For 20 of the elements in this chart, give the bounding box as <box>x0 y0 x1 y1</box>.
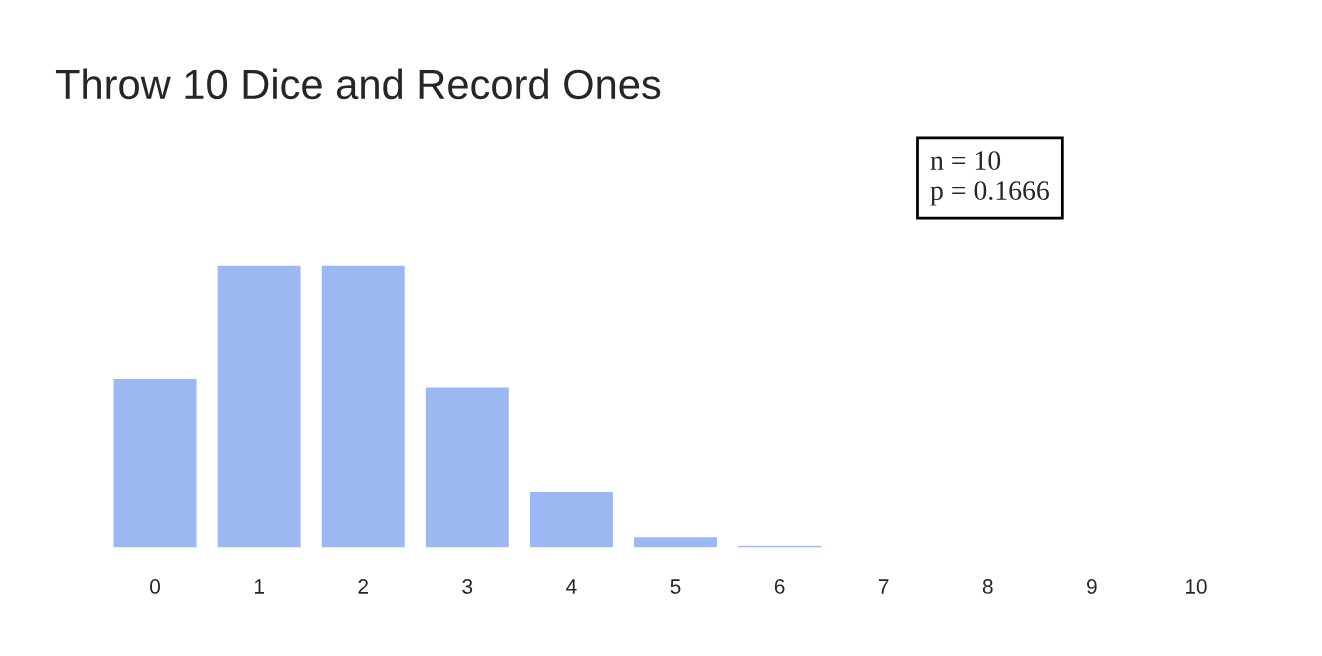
bar <box>736 544 823 548</box>
text: n = 10 p = 0.1666 <box>930 151 1049 206</box>
x-tick-label: 10 <box>1185 579 1207 594</box>
x-tick-label: 0 <box>150 579 161 594</box>
bar <box>112 377 198 548</box>
x-tick-label: 7 <box>878 579 889 594</box>
x-tick-label: 8 <box>982 579 993 594</box>
x-tick-label: 9 <box>1087 579 1097 594</box>
x-tick-label: 6 <box>774 579 785 594</box>
x-tick-label: 4 <box>566 579 577 594</box>
bar <box>216 265 302 548</box>
bar <box>320 265 407 548</box>
bar <box>528 490 615 548</box>
x-tick-label: 1 <box>254 579 264 594</box>
bar <box>424 385 511 548</box>
x-tick-label: 2 <box>358 579 368 594</box>
x-tick-label: 5 <box>670 579 681 594</box>
x-tick-label: 3 <box>462 579 473 594</box>
chart-title: Throw 10 Dice and Record Ones <box>55 68 661 100</box>
bar <box>632 535 719 548</box>
